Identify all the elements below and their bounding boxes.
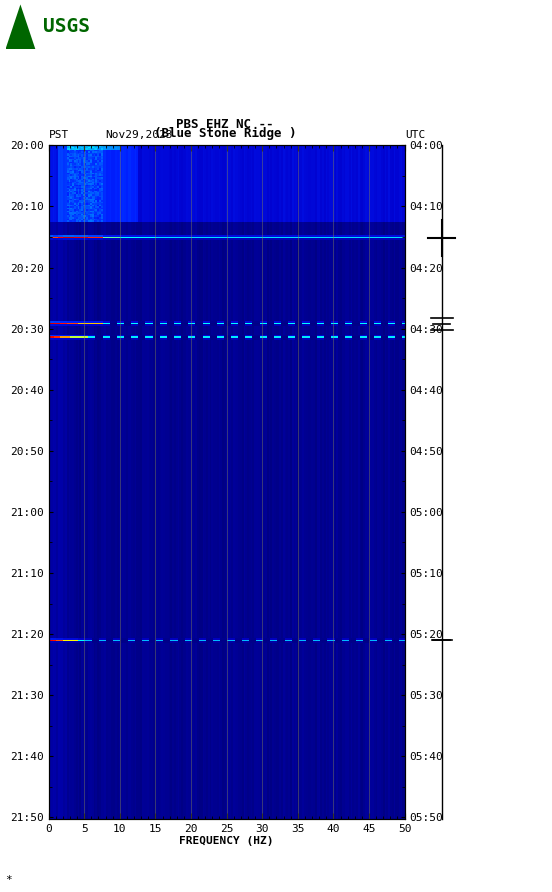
Text: USGS: USGS (43, 17, 90, 37)
Text: PBS EHZ NC --: PBS EHZ NC -- (177, 118, 274, 131)
Text: (Blue Stone Ridge ): (Blue Stone Ridge ) (154, 127, 296, 140)
Polygon shape (6, 4, 35, 49)
Text: *: * (6, 875, 12, 885)
Text: PST: PST (49, 130, 69, 140)
X-axis label: FREQUENCY (HZ): FREQUENCY (HZ) (179, 837, 274, 847)
Text: Nov29,2023: Nov29,2023 (105, 130, 172, 140)
Text: UTC: UTC (406, 130, 426, 140)
